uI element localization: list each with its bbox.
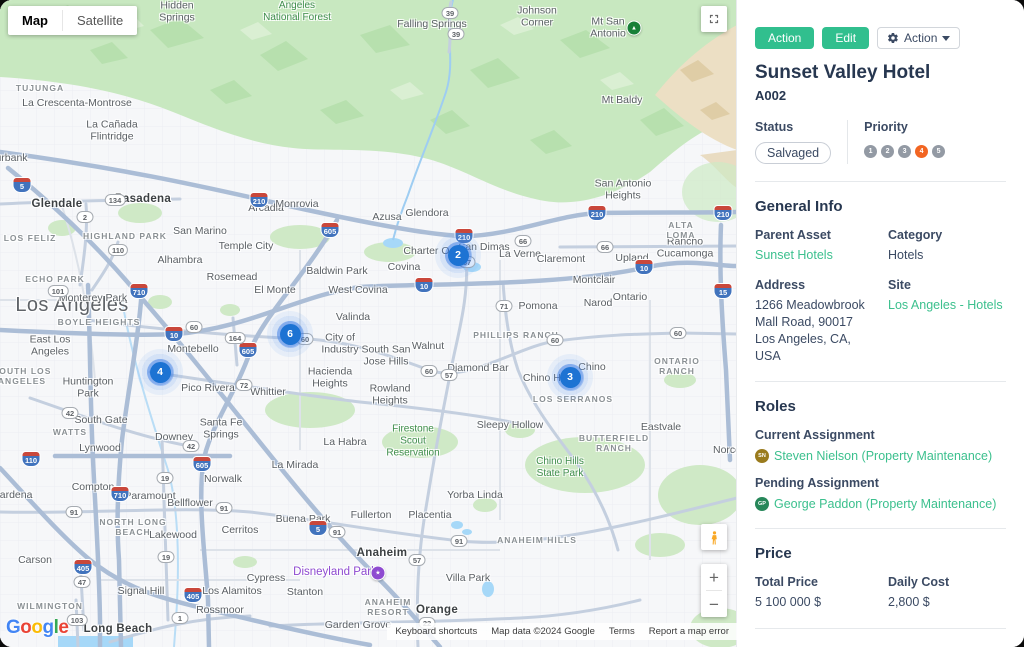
fullscreen-icon	[709, 14, 719, 24]
google-logo-letter: G	[6, 617, 21, 638]
map-attribution: Keyboard shortcuts Map data ©2024 Google…	[387, 623, 737, 640]
chevron-down-icon	[942, 35, 951, 41]
field-label: Category	[888, 228, 943, 242]
action-button[interactable]: Action	[755, 27, 815, 49]
status-badge: Salvaged	[755, 142, 832, 164]
map-cluster-marker[interactable]: 2	[435, 232, 481, 278]
cluster-count: 4	[149, 361, 171, 383]
pending-assignment-row: GP George Paddon (Property Maintenance)	[755, 497, 1006, 512]
map-cluster-marker[interactable]: 4	[137, 349, 183, 395]
general-info-grid: Parent Asset Sunset Hotels Category Hote…	[755, 228, 1006, 364]
pending-assignee-link[interactable]: George Paddon (Property Maintenance)	[774, 497, 997, 512]
address-field: Address 1266 Meadowbrook Mall Road, 9001…	[755, 278, 880, 365]
current-assignment-label: Current Assignment	[755, 428, 875, 443]
priority-dot[interactable]: 5	[932, 145, 946, 158]
total-price-field: Total Price 5 100 000 $	[755, 575, 880, 611]
daily-cost-value: 2,800 $	[888, 595, 930, 610]
priority-label: Priority	[864, 120, 908, 134]
divider	[706, 590, 722, 591]
zoom-control: + −	[701, 564, 727, 617]
priority-dot[interactable]: 4	[915, 145, 929, 158]
google-logo-letter: o	[31, 617, 43, 638]
field-label: Total Price	[755, 575, 818, 590]
zoom-in-button[interactable]: +	[701, 564, 727, 590]
asset-code: A002	[755, 88, 787, 103]
pegman-icon	[711, 530, 717, 544]
priority-dot[interactable]: 3	[898, 145, 912, 158]
gear-icon	[888, 32, 898, 44]
map-data-text: Map data ©2024 Google	[491, 626, 595, 637]
map-type-map-button[interactable]: Map	[8, 6, 62, 35]
cluster-count: 6	[279, 323, 301, 345]
action-menu-label: Action	[904, 31, 938, 45]
daily-cost-field: Daily Cost 2,800 $	[888, 575, 1006, 611]
pending-avatar: GP	[755, 497, 769, 512]
category-field: Category Hotels	[888, 228, 1006, 264]
field-label: Address	[755, 277, 806, 292]
section-divider	[755, 628, 1006, 630]
field-label: Parent Asset	[755, 228, 831, 242]
inventory-code-heading: Inventory Code	[755, 645, 1006, 647]
map-type-satellite-button[interactable]: Satellite	[63, 6, 137, 35]
google-logo-letter: e	[58, 617, 69, 638]
section-divider	[755, 528, 1006, 530]
pegman-button[interactable]	[701, 524, 727, 550]
detail-panel: Action Edit Action Sunset Valley Hotel A…	[737, 0, 1024, 647]
map-canvas[interactable]: Hidden Springs Angeles National Forest Fal…	[0, 0, 737, 647]
field-label: Daily Cost	[888, 575, 950, 590]
field-label: Site	[888, 277, 911, 292]
map-type-control: Map Satellite	[8, 6, 138, 35]
edit-button[interactable]: Edit	[822, 27, 870, 49]
total-price-value: 5 100 000 $	[755, 595, 822, 610]
action-menu-button[interactable]: Action	[877, 27, 961, 49]
price-heading: Price	[755, 545, 792, 563]
priority-dot[interactable]: 1	[864, 145, 878, 158]
map-terrain	[0, 0, 737, 647]
map-markers-layer: 2 6 4 3	[137, 232, 593, 400]
pending-assignment-label: Pending Assignment	[755, 476, 879, 491]
map-cluster-marker[interactable]: 6	[267, 311, 313, 357]
price-grid: Total Price 5 100 000 $ Daily Cost 2,800…	[755, 575, 1006, 611]
page-title: Sunset Valley Hotel	[755, 62, 931, 83]
general-info-heading: General Info	[755, 198, 843, 215]
status-label: Status	[755, 120, 794, 134]
cluster-count: 3	[559, 366, 581, 388]
zoom-out-button[interactable]: −	[701, 591, 727, 617]
roles-heading: Roles	[755, 398, 796, 416]
section-divider	[755, 181, 1006, 182]
address-value: 1266 Meadowbrook Mall Road, 90017 Los An…	[755, 297, 865, 363]
google-logo-letter: l	[53, 617, 59, 638]
priority-dot[interactable]: 2	[881, 145, 895, 158]
fullscreen-button[interactable]	[701, 6, 727, 32]
category-value: Hotels	[888, 248, 924, 262]
status-block: Status Salvaged	[755, 120, 832, 164]
map-cluster-marker[interactable]: 3	[547, 354, 593, 400]
google-logo-letter: g	[42, 617, 55, 638]
terms-link[interactable]: Terms	[608, 626, 635, 637]
parent-asset-link[interactable]: Sunset Hotels	[755, 248, 833, 262]
current-assignee-link[interactable]: Steven Nielson (Property Maintenance)	[774, 449, 993, 464]
parent-asset-field: Parent Asset Sunset Hotels	[755, 228, 880, 264]
current-assignment-row: SN Steven Nielson (Property Maintenance)	[755, 449, 1006, 464]
divider	[62, 10, 63, 31]
google-logo[interactable]: Google	[6, 617, 69, 639]
section-divider	[755, 381, 1006, 383]
action-button-row: Action Edit Action	[755, 27, 1006, 49]
report-error-link[interactable]: Report a map error	[648, 626, 729, 637]
site-link[interactable]: Los Angeles - Hotels	[888, 297, 1003, 312]
site-field: Site Los Angeles - Hotels	[888, 278, 1006, 365]
google-logo-letter: o	[20, 617, 32, 638]
current-avatar: SN	[755, 449, 769, 464]
keyboard-shortcuts-link[interactable]: Keyboard shortcuts	[395, 626, 478, 637]
cluster-count: 2	[447, 244, 469, 266]
